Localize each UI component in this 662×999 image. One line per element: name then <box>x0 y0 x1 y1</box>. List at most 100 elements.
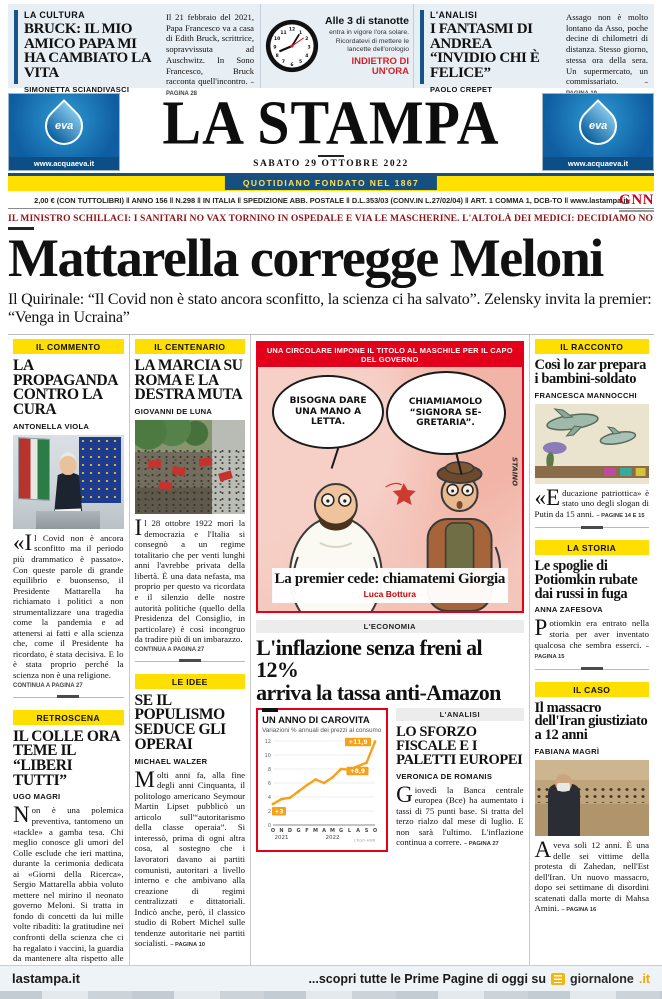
top-article-analisi: L'ANALISI I FANTASMI DI ANDREA “INVIDIO … <box>414 4 654 97</box>
column-1: IL COMMENTO LA PROPAGANDA CONTRO LA CURA… <box>8 335 130 985</box>
svg-text:8: 8 <box>268 767 271 773</box>
photo-mattarella-speech <box>13 434 124 529</box>
svg-text:3: 3 <box>308 44 311 50</box>
podium <box>36 510 101 529</box>
article-author: VERONICA DE ROMANIS <box>396 771 493 781</box>
svg-text:O: O <box>373 828 377 834</box>
next-page-peek <box>0 991 662 999</box>
sub-headline: Il Quirinale: “Il Covid non è stato anco… <box>8 291 652 326</box>
clock-body: entra in vigore l'ora solare. Ricordatev… <box>329 29 409 54</box>
column-4: IL RACCONTO Così lo zar prepara i bambin… <box>530 335 654 985</box>
article-teaser: Il 21 febbraio del 2021, Papa Francesco … <box>166 10 254 97</box>
svg-text:A: A <box>356 828 360 834</box>
section-label-commento: IL COMMENTO <box>13 339 124 354</box>
eva-logo: eva <box>543 94 653 157</box>
chart-title: UN ANNO DI CAROVITA <box>262 715 370 727</box>
eva-url[interactable]: www.acquaeva.it <box>543 157 653 170</box>
price-row: 2,00 € (CON TUTTOLIBRI) ‖ ANNO 156 ‖ N.2… <box>8 192 654 212</box>
cartoon-kicker: UNA CIRCOLARE IMPONE IL TITOLO AL MASCHI… <box>258 343 522 367</box>
body-text: l 28 ottobre 1922 morì la democrazia e l… <box>134 518 246 645</box>
eva-ad-left[interactable]: eva www.acquaeva.it <box>8 93 120 171</box>
eva-ad-right[interactable]: eva www.acquaeva.it <box>542 93 654 171</box>
clock-text: Alle 3 di stanotte entra in vigore l'ora… <box>323 15 409 76</box>
svg-text:L: L <box>348 828 352 834</box>
svg-text:4: 4 <box>305 53 308 59</box>
body-text: iovedì la Banca centrale europea (Bce) h… <box>396 784 524 848</box>
analysis-block: L'ANALISI LO SFORZO FISCALE E I PALETTI … <box>396 708 524 852</box>
article-author: GIOVANNI DE LUNA <box>134 407 213 417</box>
svg-text:4: 4 <box>268 795 271 801</box>
lead-dash <box>8 227 34 230</box>
section-kicker: L'ANALISI <box>430 10 478 20</box>
article-title: LO SFORZO FISCALE E I PALETTI EUROPEI <box>396 724 523 768</box>
section-label-idee: LE IDEE <box>134 673 246 689</box>
svg-text:6: 6 <box>290 62 293 68</box>
svg-text:2021: 2021 <box>275 835 289 841</box>
divider <box>413 4 414 88</box>
drop-cap: N <box>13 802 30 828</box>
svg-text:12: 12 <box>289 27 295 33</box>
svg-text:2022: 2022 <box>326 835 340 841</box>
red-star-doodle-icon <box>392 483 416 505</box>
svg-text:M: M <box>313 828 318 834</box>
article-author: ANNA ZAFESOVA <box>534 605 603 615</box>
lead-kicker: IL MINISTRO SCHILLACI: I SANITARI NO VAX… <box>8 213 654 224</box>
body-text: on è una polemica preventiva, tantomeno … <box>13 805 124 984</box>
article-title: I FANTASMI DI ANDREA “INVIDIO CHI È FELI… <box>430 21 540 82</box>
photo-iran-protest <box>534 759 649 836</box>
red-flag <box>171 466 186 477</box>
gnn-subline <box>619 210 654 212</box>
svg-text:D: D <box>288 828 292 834</box>
article-teaser: Assago non è molto lontano da Asso, poch… <box>566 10 648 97</box>
page-ref: – PAGINA 15 <box>534 643 649 661</box>
block-separator <box>534 527 649 534</box>
eu-flag <box>78 436 121 503</box>
block-separator <box>13 696 124 704</box>
caption-author: Luca Bottura <box>363 589 416 599</box>
svg-text:L'EGO-HUB: L'EGO-HUB <box>354 838 376 843</box>
svg-text:A: A <box>322 828 326 834</box>
body-text: otiomkin era entrato nella storia per av… <box>534 618 649 650</box>
page-ref: – PAGINA 27 <box>463 841 499 848</box>
giornalone-tld[interactable]: .it <box>638 971 650 986</box>
caption-title: La premier cede: chiamatemi Giorgia <box>274 571 506 587</box>
economy-headline: L'inflazione senza freni al 12% arriva l… <box>256 635 501 705</box>
chart-tab <box>262 708 279 713</box>
eva-url[interactable]: www.acquaeva.it <box>9 157 119 170</box>
drop-cap: G <box>396 781 413 807</box>
giornalone-brand[interactable]: giornalone <box>569 971 634 986</box>
column-2: IL CENTENARIO LA MARCIA SU ROMA E LA DES… <box>130 335 252 985</box>
page-ref: – PAGINA 10 <box>170 942 206 949</box>
article-title: LA MARCIA SU ROMA E LA DESTRA MUTA <box>134 357 243 404</box>
edition-date: SABATO 29 OTTOBRE 2022 <box>253 158 409 169</box>
lastampa-link[interactable]: lastampa.it <box>12 971 80 986</box>
gnn-logo: GNN <box>619 192 654 212</box>
masthead-center: LA STAMPA SABATO 29 OTTOBRE 2022 <box>128 92 534 169</box>
svg-text:8: 8 <box>276 53 279 59</box>
teaser-text: Il 21 febbraio del 2021, Papa Francesco … <box>166 12 254 87</box>
block-separator <box>534 668 649 676</box>
article-author: SIMONETTA SCIANDIVASCI <box>24 84 130 94</box>
svg-text:7: 7 <box>282 59 285 65</box>
svg-text:M: M <box>330 828 335 834</box>
svg-text:12: 12 <box>265 739 271 745</box>
svg-text:G: G <box>297 828 301 834</box>
inflation-line-chart: 0 2 4 6 8 10 12 O N D G F M A M G L A S O 2021 2022 +3 +8,9 +11,… <box>262 736 382 847</box>
eva-brand: eva <box>588 119 608 132</box>
giornalone-promo: ...scopri tutte le Prime Pagine di oggi … <box>308 972 650 986</box>
svg-text:G: G <box>339 828 343 834</box>
cartoon-caption: La premier cede: chiamatemi Giorgia Luca… <box>271 568 508 603</box>
svg-text:+3: +3 <box>275 810 284 816</box>
article-author: FRANCESCA MANNOCCHI <box>534 390 637 400</box>
clock-title: Alle 3 di stanotte <box>324 15 409 28</box>
article-title: IL COLLE ORA TEME IL “LIBERI TUTTI” <box>13 727 120 789</box>
drop-cap: «E <box>534 484 561 510</box>
block-separator <box>134 660 246 668</box>
italian-flag <box>18 437 50 501</box>
drop-cap: P <box>534 615 548 641</box>
drop-cap: A <box>534 836 552 862</box>
svg-text:+11,9: +11,9 <box>348 740 367 746</box>
